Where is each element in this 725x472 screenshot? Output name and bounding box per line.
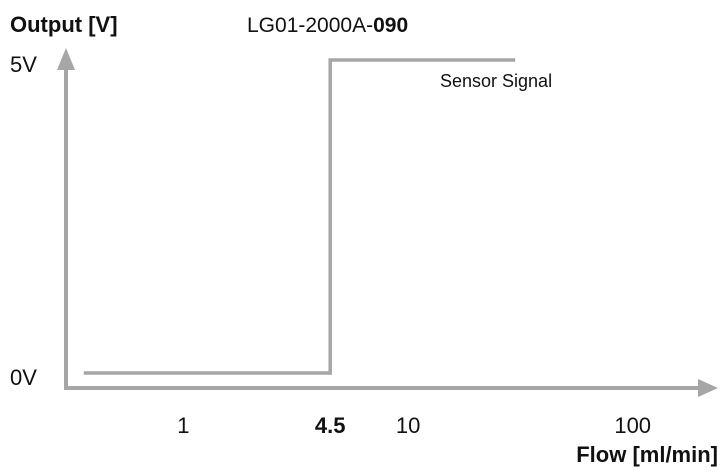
chart-title-prefix: LG01-2000A- [247,14,373,37]
y-axis-arrow [57,48,75,70]
x-tick-label: 100 [614,413,651,438]
x-tick-label: 10 [396,413,420,438]
series-line-sensor-signal [83,58,516,375]
chart-title: LG01-2000A-090 [247,14,408,37]
y-tick-label: 0V [10,365,37,390]
tick-labels: 1 4.5 10 100 0V 5V [10,52,651,438]
series-label-sensor-signal: Sensor Signal [440,71,552,91]
y-tick-label: 5V [10,52,37,77]
x-axis-label: Flow [ml/min] [576,442,718,467]
x-axis-arrow [698,379,718,397]
y-axis-label: Output [V] [10,12,118,37]
x-tick-label: 4.5 [315,413,346,438]
chart-title-suffix: 090 [373,14,408,37]
x-tick-label: 1 [177,413,189,438]
